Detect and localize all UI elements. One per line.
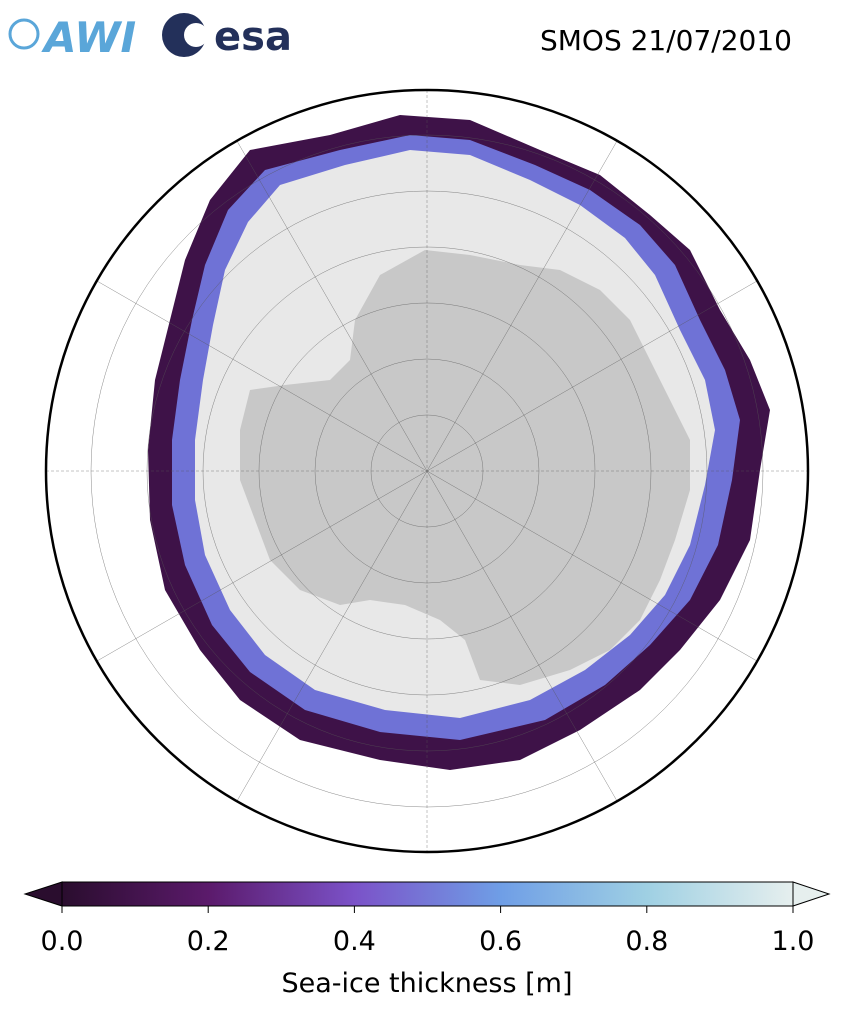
colorbar-tick-label: 0.0 — [41, 926, 84, 957]
awi-logo: AWI — [8, 13, 136, 62]
colorbar-ramp — [61, 881, 794, 907]
colorbar-tick-label: 0.8 — [625, 926, 668, 957]
map — [46, 90, 808, 852]
colorbar — [23, 881, 831, 907]
colorbar-tick-label: 1.0 — [772, 926, 815, 957]
esa-logo-text: esa — [214, 14, 292, 60]
colorbar-tick-label: 0.4 — [333, 926, 376, 957]
awi-logo-text: AWI — [41, 13, 136, 62]
esa-logo: esa — [162, 13, 292, 60]
graticule — [46, 90, 808, 852]
antarctica — [240, 250, 690, 685]
map-title: SMOS 21/07/2010 — [540, 24, 792, 57]
map-boundary — [44, 88, 810, 854]
colorbar-tick-label: 0.6 — [479, 926, 522, 957]
colorbar-label: Sea-ice thickness [m] — [281, 968, 572, 999]
colorbar-tick-label: 0.2 — [187, 926, 230, 957]
colorbar-under — [23, 881, 63, 907]
colorbar-over — [792, 881, 831, 907]
